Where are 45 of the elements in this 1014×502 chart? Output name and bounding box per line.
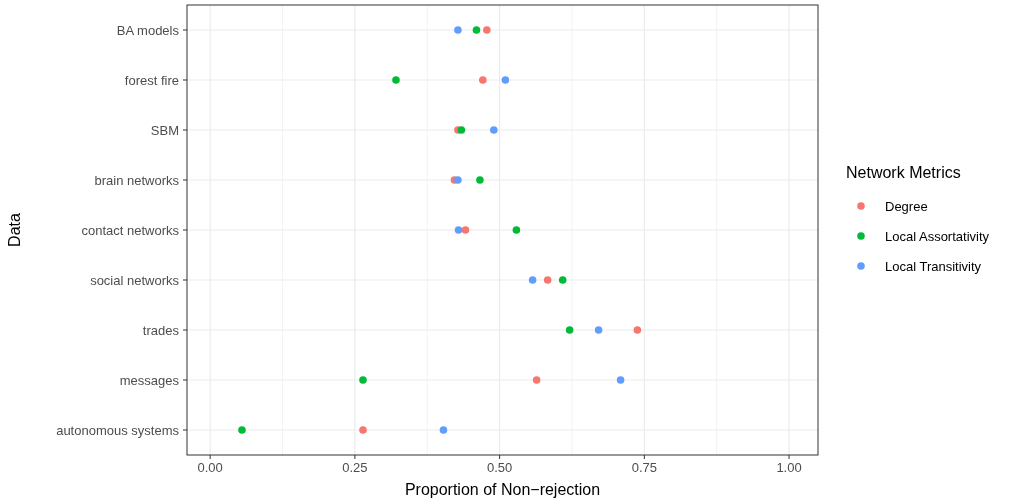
x-tick-label: 0.75 — [631, 460, 657, 475]
x-axis-title: Proportion of Non−rejection — [404, 481, 601, 498]
y-axis-title: Data — [6, 213, 23, 247]
point — [483, 26, 491, 34]
x-tick-label: 0.25 — [342, 460, 368, 475]
point — [461, 226, 470, 234]
legend-label: Degree — [885, 199, 928, 214]
x-tick-label: 1.00 — [776, 460, 802, 475]
y-tick-label: forest fire — [124, 72, 179, 88]
point — [472, 26, 481, 34]
point — [454, 176, 462, 184]
point — [439, 426, 448, 434]
y-tick-label: SBM — [150, 122, 179, 138]
y-tick-label: BA models — [116, 22, 180, 38]
point — [532, 376, 541, 384]
point — [565, 326, 574, 334]
point — [454, 226, 463, 234]
point — [359, 376, 367, 384]
y-tick-label: contact networks — [81, 222, 180, 238]
point — [594, 326, 603, 334]
point — [558, 276, 567, 284]
point — [490, 126, 498, 134]
point — [528, 276, 537, 284]
point — [543, 276, 552, 284]
point — [454, 26, 462, 34]
point — [479, 76, 487, 84]
y-tick-label: trades — [142, 322, 180, 338]
point — [512, 226, 521, 234]
point — [392, 76, 400, 84]
point — [457, 126, 466, 134]
x-tick-label: 0.00 — [197, 460, 223, 475]
point — [633, 326, 642, 334]
x-tick-label: 0.50 — [486, 460, 513, 475]
legend-title: Network Metrics — [846, 164, 961, 181]
y-tick-label: messages — [119, 372, 180, 388]
point — [238, 426, 246, 434]
point — [476, 176, 484, 184]
legend-label: Local Transitivity — [885, 259, 982, 274]
point — [501, 76, 510, 84]
point — [359, 426, 367, 434]
y-tick-label: social networks — [90, 272, 180, 288]
y-tick-label: autonomous systems — [56, 422, 180, 438]
point — [616, 376, 625, 384]
legend-label: Local Assortativity — [885, 229, 990, 244]
y-tick-label: brain networks — [94, 172, 180, 188]
